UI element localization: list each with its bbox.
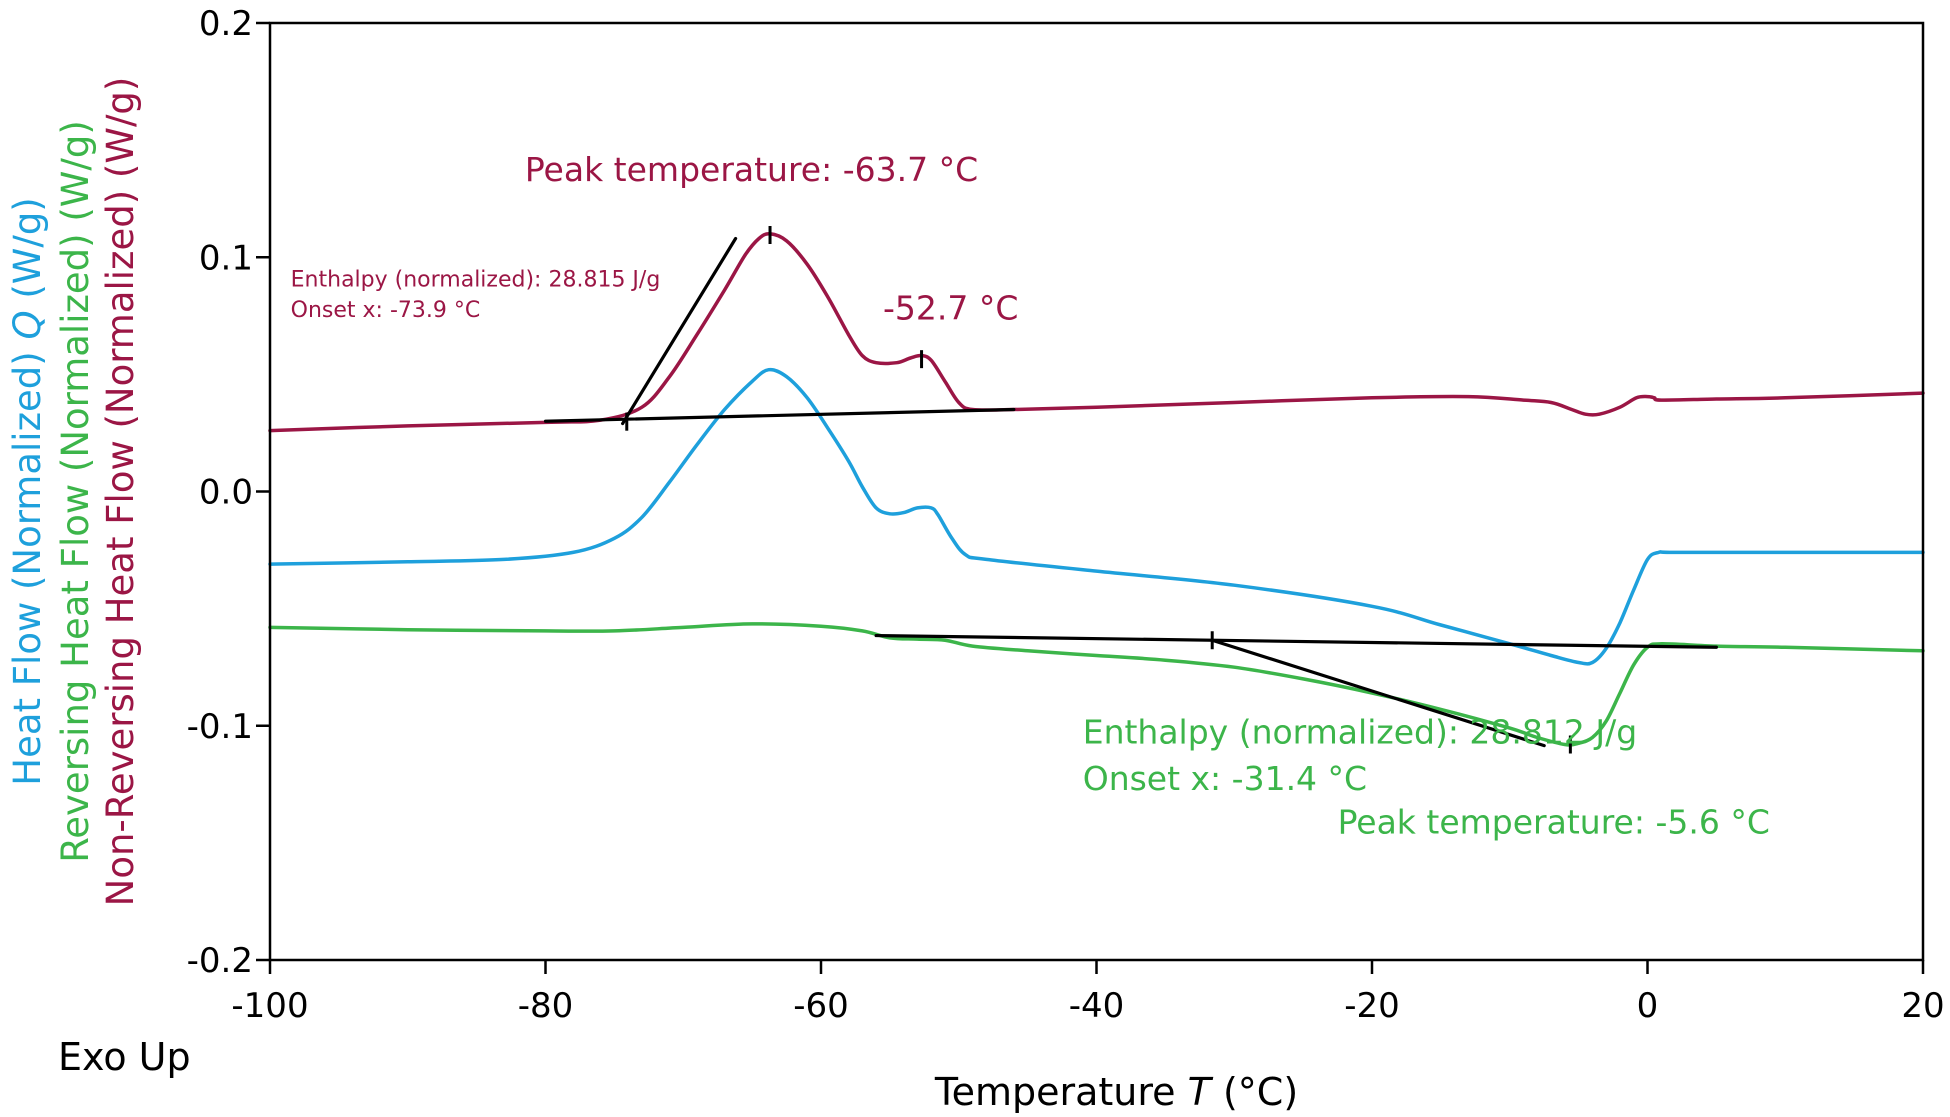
series-line-2 <box>268 622 1925 747</box>
markers-group <box>625 225 1572 754</box>
y-tick-label-0: -0.2 <box>187 941 253 981</box>
series-line-1 <box>268 367 1925 666</box>
x-tick-label-1: -80 <box>518 986 574 1026</box>
construction-line-3 <box>1210 638 1546 748</box>
construction-line-1 <box>621 236 738 426</box>
y-tick-label-4: 0.2 <box>199 4 253 44</box>
x-axis-title-symbol: T <box>1188 1070 1214 1114</box>
x-tick-label-4: -20 <box>1344 986 1400 1026</box>
x-ticks: -100 -80 -60 -40 -20 0 20 <box>231 960 1945 1026</box>
x-tick-label-5: 0 <box>1637 986 1659 1026</box>
annotations-group: Peak temperature: -63.7 °C Enthalpy (norm… <box>291 150 1770 841</box>
annotation-0: Peak temperature: -63.7 °C <box>525 150 978 189</box>
y-tick-label-1: -0.1 <box>187 707 253 747</box>
annotation-4: Enthalpy (normalized): 28.812 J/g <box>1083 712 1637 751</box>
exo-up-label: Exo Up <box>58 1035 191 1079</box>
annotation-3: -52.7 °C <box>883 288 1018 327</box>
construction-line-2 <box>874 633 1718 649</box>
x-tick-label-0: -100 <box>231 986 308 1026</box>
annotation-2: Onset x: -73.9 °C <box>291 298 481 323</box>
y-tick-label-3: 0.1 <box>199 238 253 278</box>
y-ticks: -0.2 -0.1 0.0 0.1 0.2 <box>187 4 270 981</box>
y-axis-label-2: Heat Flow (Normalized) Q (W/g) <box>6 197 49 786</box>
annotation-5: Onset x: -31.4 °C <box>1083 759 1367 798</box>
series-group <box>268 231 1925 747</box>
x-tick-label-2: -60 <box>793 986 849 1026</box>
series-line-0 <box>268 231 1925 433</box>
x-axis-title-text: Temperature <box>934 1070 1176 1114</box>
y-axis-label-1: Reversing Heat Flow (Normalized) (W/g) <box>54 120 97 863</box>
annotation-1: Enthalpy (normalized): 28.815 J/g <box>291 268 661 293</box>
y-axis-labels: Non-Reversing Heat Flow (Normalized) (W/… <box>6 77 142 907</box>
y-tick-label-2: 0.0 <box>199 473 253 513</box>
x-tick-label-6: 20 <box>1901 986 1944 1026</box>
x-tick-label-3: -40 <box>1069 986 1125 1026</box>
y-axis-label-0: Non-Reversing Heat Flow (Normalized) (W/… <box>99 77 142 907</box>
x-axis-title-unit: (°C) <box>1223 1070 1298 1114</box>
construction-lines <box>543 236 1718 748</box>
annotation-6: Peak temperature: -5.6 °C <box>1338 803 1770 842</box>
x-axis-title: Temperature T (°C) <box>934 1070 1298 1114</box>
